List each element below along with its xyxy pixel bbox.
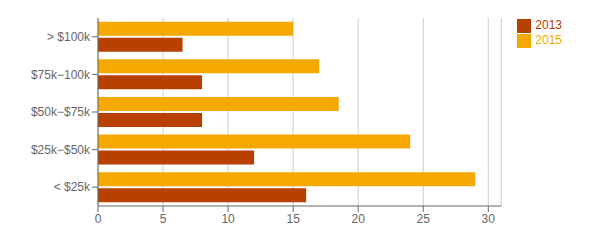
svg-text:$25k−$50k: $25k−$50k bbox=[31, 143, 91, 157]
svg-text:5: 5 bbox=[160, 212, 167, 226]
svg-text:20: 20 bbox=[352, 212, 366, 226]
html-text:2013: 2013 bbox=[535, 18, 562, 32]
html-text:2015: 2015 bbox=[535, 32, 562, 47]
svg-text:$50k−$75k: $50k−$75k bbox=[31, 105, 91, 119]
svg-text:$75k−100k: $75k−100k bbox=[31, 68, 91, 82]
svg-text:10: 10 bbox=[221, 212, 235, 226]
svg-text:30: 30 bbox=[482, 212, 496, 226]
svg-text:> $100k: > $100k bbox=[47, 30, 91, 44]
svg-text:15: 15 bbox=[286, 212, 300, 226]
svg-text:0: 0 bbox=[95, 212, 102, 226]
svg-text:< $25k: < $25k bbox=[54, 180, 91, 194]
svg-text:25: 25 bbox=[417, 212, 431, 226]
